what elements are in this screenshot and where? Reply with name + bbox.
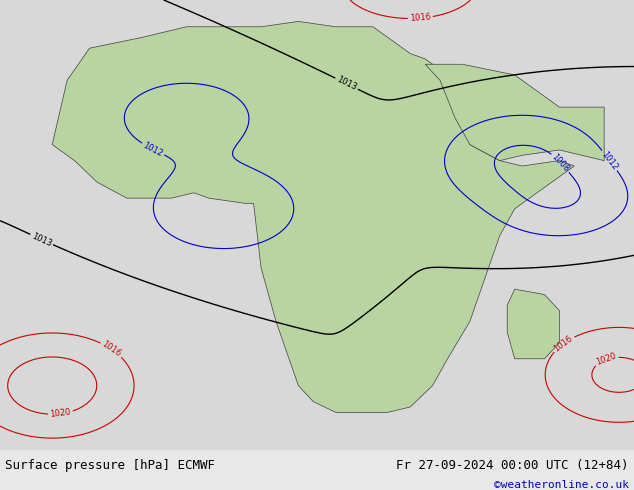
Text: 1013: 1013 bbox=[30, 231, 53, 248]
Text: 1016: 1016 bbox=[410, 13, 431, 24]
Text: 1020: 1020 bbox=[595, 352, 618, 367]
Text: 1016: 1016 bbox=[552, 334, 574, 353]
Polygon shape bbox=[52, 22, 574, 412]
Polygon shape bbox=[507, 289, 559, 359]
Text: 1012: 1012 bbox=[141, 141, 164, 158]
Text: 1016: 1016 bbox=[100, 340, 123, 359]
Text: 1020: 1020 bbox=[49, 408, 72, 419]
Polygon shape bbox=[425, 64, 604, 161]
Text: Fr 27-09-2024 00:00 UTC (12+84): Fr 27-09-2024 00:00 UTC (12+84) bbox=[396, 459, 629, 471]
Text: 1013: 1013 bbox=[335, 75, 358, 92]
Text: Surface pressure [hPa] ECMWF: Surface pressure [hPa] ECMWF bbox=[5, 459, 215, 471]
Text: 1008: 1008 bbox=[550, 152, 571, 173]
Text: ©weatheronline.co.uk: ©weatheronline.co.uk bbox=[494, 480, 629, 490]
Text: 1012: 1012 bbox=[600, 149, 619, 171]
